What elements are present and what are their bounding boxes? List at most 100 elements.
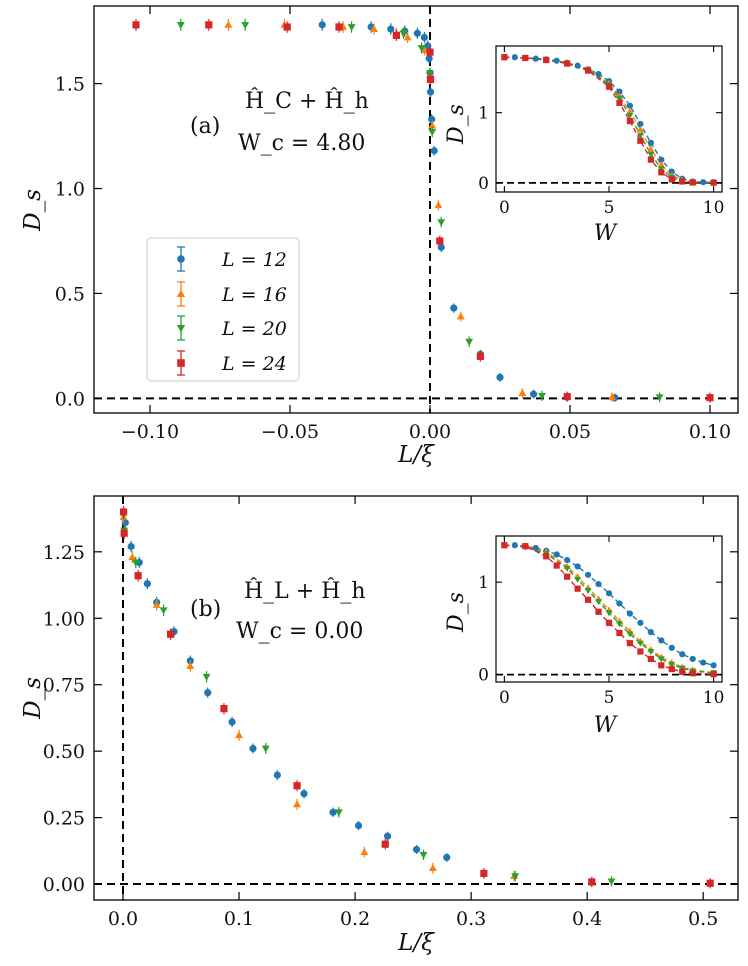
panel-b-inset-point-L24 bbox=[616, 629, 623, 637]
panel-b-point-L12 bbox=[228, 718, 236, 726]
panel-a-inset-point-L24 bbox=[564, 60, 571, 67]
panel-a-inset-point-L16 bbox=[626, 107, 634, 114]
panel-b-point-L16 bbox=[128, 552, 137, 561]
panel-b-x-tick-label: 0.4 bbox=[572, 908, 602, 930]
panel-b-inset-point-L20 bbox=[657, 656, 665, 663]
panel-a-inset-point-L24 bbox=[501, 54, 508, 61]
panel-b-inset-point-L24 bbox=[543, 553, 550, 560]
panel-b-point-L12 bbox=[329, 808, 337, 816]
panel-b-frame bbox=[93, 495, 739, 901]
panel-b-point-L16 bbox=[152, 600, 161, 608]
panel-b-critical-disorder: W_c = 0.00 bbox=[236, 619, 363, 644]
panel-b-point-L16 bbox=[293, 800, 302, 808]
panel-b-point-L16 bbox=[186, 661, 195, 669]
panel-b-inset-point-L20 bbox=[678, 665, 686, 672]
panel-b-y-tick-label: 1.25 bbox=[43, 542, 85, 564]
legend-box bbox=[146, 237, 300, 382]
panel-a-point-L12 bbox=[387, 25, 395, 33]
panel-a-y-tick-label: 0.5 bbox=[55, 283, 85, 305]
panel-b-point-L20 bbox=[261, 745, 270, 753]
panel-b-point-L12 bbox=[273, 771, 281, 779]
panel-a-x-tick-label: −0.10 bbox=[121, 421, 179, 443]
panel-b-inset-x-label: W bbox=[594, 713, 619, 738]
panel-a-point-L20 bbox=[426, 70, 434, 78]
legend-marker-L12 bbox=[177, 255, 185, 263]
panel-a-y-tick-label: 0.0 bbox=[55, 388, 85, 410]
legend: L = 12 L = 16 L = 20 L = 24 bbox=[146, 237, 300, 382]
panel-a-inset-point-L20 bbox=[626, 113, 634, 120]
panel-b-x-tick-label: 0.5 bbox=[688, 908, 718, 930]
panel-a-point-L16 bbox=[420, 45, 429, 53]
panel-b-inset-point-L12 bbox=[616, 600, 623, 607]
panel-a-point-L12 bbox=[496, 373, 504, 381]
panel-a-point-L12 bbox=[426, 88, 435, 96]
panel-b-y-tick-label: 0.00 bbox=[43, 874, 85, 896]
panel-b-point-L24 bbox=[220, 705, 228, 713]
panel-b-x-tick-label: 0.3 bbox=[456, 908, 486, 930]
panel-b-data-points bbox=[119, 505, 714, 889]
panel-b-point-L20 bbox=[202, 673, 211, 681]
panel-a-inset-point-L24 bbox=[689, 179, 696, 186]
panel-a-inset-point-L24 bbox=[522, 54, 529, 62]
panel-b-inset-curve-L16 bbox=[504, 544, 714, 674]
panel-a-inset-point-L24 bbox=[679, 178, 686, 185]
panel-b-inset-curve-L12 bbox=[504, 544, 714, 667]
panel-a-point-L24 bbox=[563, 393, 571, 401]
panel-b-point-L12 bbox=[300, 790, 308, 798]
panel-a-point-L24 bbox=[426, 75, 435, 84]
panel-a-point-L12 bbox=[530, 390, 538, 398]
panel-a-point-L20 bbox=[347, 24, 356, 32]
panel-b-inset-point-L24 bbox=[668, 665, 675, 673]
panel-b-inset-x-tick-label: 0 bbox=[499, 688, 510, 708]
panel-b-inset-x-tick-label: 10 bbox=[703, 688, 725, 708]
panel-a-point-L20 bbox=[399, 30, 408, 38]
panel-a-inset-point-L20 bbox=[616, 96, 623, 103]
panel-a-inset-point-L24 bbox=[626, 118, 634, 125]
panel-a: −0.10 −0.05 0.00 0.05 0.10 0.0 0.5 1.0 1.5 (a) Ĥ… bbox=[20, 5, 739, 468]
legend-marker-L16 bbox=[176, 289, 186, 298]
panel-a-point-L24 bbox=[132, 21, 140, 29]
panel-b-point-L20 bbox=[131, 559, 140, 567]
panel-a-x-tick-label: 0.10 bbox=[689, 421, 731, 443]
panel-a-point-L24 bbox=[205, 21, 213, 29]
panel-b-inset-point-L20 bbox=[563, 565, 571, 572]
panel-b-inset-point-L20 bbox=[605, 610, 613, 617]
panel-b-inset-point-L20 bbox=[647, 649, 655, 656]
panel-b-point-L24 bbox=[706, 879, 714, 887]
panel-a-label: (a) bbox=[190, 114, 220, 139]
panel-b-inset-point-L12 bbox=[605, 590, 613, 597]
panel-a-point-L24 bbox=[706, 394, 714, 402]
panel-a-inset: 0 5 10 0 1 W D_s bbox=[444, 45, 724, 246]
panel-b-inset-point-L12 bbox=[511, 542, 518, 549]
panel-a-inset-point-L20 bbox=[636, 132, 644, 139]
panel-a-point-L12 bbox=[420, 33, 428, 42]
panel-a-inset-point-L24 bbox=[605, 83, 613, 90]
panel-a-inset-point-L16 bbox=[657, 161, 665, 168]
panel-b-y-tick-label: 0.50 bbox=[43, 741, 85, 763]
panel-b-inset-point-L24 bbox=[584, 596, 592, 603]
panel-b-inset-point-L12 bbox=[626, 610, 634, 617]
panel-b-y-axis-label: D_s bbox=[20, 677, 46, 720]
panel-a-x-tick-label: −0.05 bbox=[261, 421, 319, 443]
panel-b-inset-point-L12 bbox=[647, 629, 654, 636]
panel-a-point-L12 bbox=[428, 115, 436, 123]
panel-b-inset-point-L24 bbox=[658, 662, 665, 669]
panel-a-inset-point-L12 bbox=[553, 57, 560, 64]
panel-b-point-L12 bbox=[127, 542, 135, 551]
panel-b-point-L24 bbox=[120, 529, 128, 537]
panel-b-point-L12 bbox=[383, 832, 392, 840]
panel-b-inset-point-L24 bbox=[637, 648, 644, 655]
legend-marker-L24 bbox=[177, 359, 185, 367]
legend-markers bbox=[176, 246, 186, 376]
panel-b-inset-point-L20 bbox=[668, 661, 676, 669]
panel-a-y-tick-label: 1.5 bbox=[55, 74, 85, 96]
panel-a-inset-point-L12 bbox=[595, 70, 602, 78]
panel-a-inset-point-L24 bbox=[543, 56, 550, 64]
panel-a-ticks: −0.10 −0.05 0.00 0.05 0.10 0.0 0.5 1.0 1.5 bbox=[55, 6, 738, 443]
panel-b-x-tick-label: 0.2 bbox=[340, 908, 370, 930]
legend-label-L16: L = 16 bbox=[221, 284, 287, 306]
panel-b-inset: 0 5 10 0 1 W D_s bbox=[444, 535, 725, 738]
panel-a-point-L12 bbox=[450, 304, 458, 312]
panel-b-inset-point-L20 bbox=[616, 621, 623, 628]
panel-b-inset-point-L20 bbox=[595, 599, 602, 606]
